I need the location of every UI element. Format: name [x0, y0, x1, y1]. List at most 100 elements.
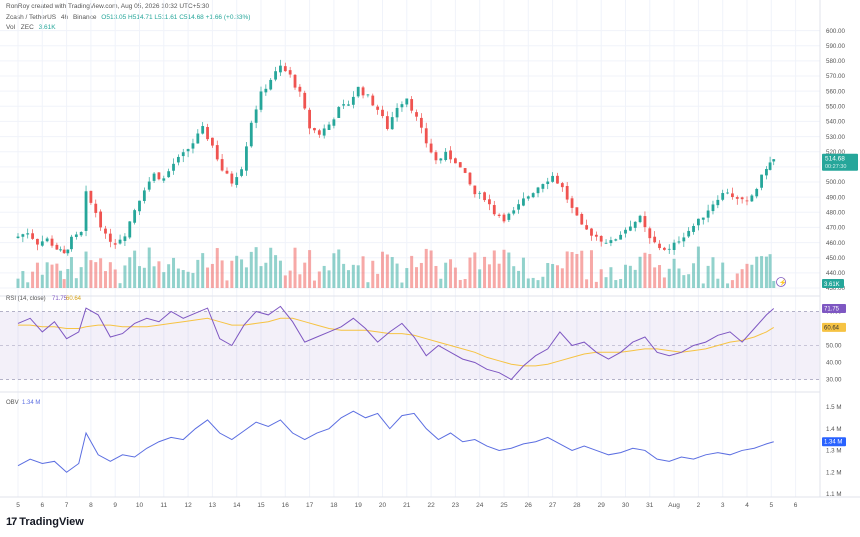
time-axis-label: 8 — [89, 502, 93, 509]
volume-bar — [711, 257, 715, 288]
volume-bar — [342, 263, 346, 288]
volume-bar — [410, 255, 414, 288]
time-axis[interactable]: 5 6 7 8 9 10 11 12 13 14 15 16 17 18 19 20 21 22 23 24 25 26 2… — [16, 502, 798, 509]
candle-body — [288, 70, 292, 75]
volume-bar — [507, 252, 511, 288]
volume-bars — [16, 246, 776, 288]
candle-body — [536, 187, 540, 194]
time-axis-label: 9 — [113, 502, 117, 509]
volume-bar — [167, 264, 171, 288]
candle-body — [415, 112, 418, 117]
volume-bar — [492, 250, 496, 288]
volume-bar — [517, 270, 521, 288]
candle-body — [94, 203, 98, 213]
candle-body — [419, 117, 423, 128]
candle-body — [672, 242, 676, 250]
tradingview-logo-icon: 17 — [6, 516, 17, 528]
volume-bar — [128, 257, 132, 288]
scroll-to-realtime-icon[interactable]: ⚡ — [776, 277, 787, 287]
volume-bar — [147, 247, 151, 288]
volume-bar — [74, 278, 78, 288]
volume-bar — [740, 269, 744, 288]
candle-body — [104, 228, 107, 234]
candle-body — [390, 117, 394, 130]
price-axis-label: 560.00 — [826, 88, 845, 95]
price-axis-label: 530.00 — [826, 134, 845, 141]
volume-bar — [376, 273, 380, 288]
candle-body — [454, 158, 457, 164]
candle-body — [512, 210, 516, 214]
candle-body — [351, 96, 355, 105]
volume-bar — [585, 279, 589, 288]
obv-line — [17, 410, 774, 473]
volume-bar — [283, 275, 287, 288]
time-axis-label: 17 — [306, 502, 314, 509]
volume-bar — [308, 250, 312, 288]
volume-bar — [429, 250, 433, 288]
symbol-legend[interactable]: Zcash / TetherUS 4h Binance O513.05 H514… — [6, 14, 253, 21]
price-axis-label: 520.00 — [826, 149, 845, 156]
volume-bar — [701, 283, 705, 288]
candle-body — [400, 104, 404, 108]
last-price-tag[interactable]: 514.68 00:27:30 — [822, 153, 858, 171]
obv-axis[interactable]: 1.5 M 1.4 M 1.3 M 1.2 M 1.1 M — [826, 404, 841, 498]
candle-body — [546, 181, 550, 185]
rsi-line — [17, 305, 775, 381]
time-axis-label: 3 — [721, 502, 725, 509]
volume-bar — [162, 272, 166, 288]
volume-bar — [624, 264, 627, 288]
tradingview-logo[interactable]: 17 TradingView — [6, 516, 84, 528]
price-axis-label: 440.00 — [826, 270, 845, 277]
candle-body — [517, 204, 520, 210]
volume-bar — [351, 264, 355, 288]
time-axis-label: 31 — [646, 502, 654, 509]
candle-body — [308, 109, 311, 129]
svg-text:71.75: 71.75 — [824, 307, 840, 313]
symbol-name[interactable]: Zcash / TetherUS — [6, 14, 57, 21]
time-axis-label: 11 — [160, 502, 167, 509]
price-axis-label: 540.00 — [826, 119, 845, 126]
candle-body — [585, 225, 589, 230]
candle-body — [697, 218, 700, 226]
volume-bar — [560, 268, 564, 288]
volume-bar — [152, 266, 156, 288]
candle-body — [215, 145, 219, 160]
time-axis-label: 19 — [355, 502, 363, 509]
time-axis-label: 22 — [427, 502, 435, 509]
candle-body — [628, 226, 632, 231]
price-axis-label: 590.00 — [826, 43, 845, 50]
created-by-text: RonRoy created with TradingView.com, Aug… — [6, 3, 210, 10]
candle-body — [70, 236, 73, 250]
volume-bar — [628, 265, 632, 288]
candle-body — [721, 193, 725, 200]
ohlc-values: O513.05 H514.71 L511.61 C514.68 +1.66 (+… — [101, 14, 251, 21]
rsi-ma-tag: 60.64 — [822, 322, 846, 332]
volume-bar — [682, 275, 686, 288]
candle-body — [196, 133, 200, 144]
candle-body — [157, 172, 161, 180]
candles[interactable] — [16, 59, 776, 256]
volume-bar — [706, 265, 710, 288]
candle-body — [269, 79, 273, 90]
volume-bar — [381, 251, 384, 288]
candle-body — [706, 210, 710, 218]
time-axis-label: 18 — [330, 502, 338, 509]
candle-body — [731, 193, 734, 198]
volume-bar — [186, 271, 190, 288]
volume-bar — [215, 248, 219, 288]
volume-bar — [458, 279, 462, 288]
volume-bar — [424, 248, 428, 288]
candle-body — [366, 94, 370, 96]
time-axis-label: 27 — [549, 502, 557, 509]
rsi-legend-value: 71.75 — [52, 296, 68, 302]
volume-bar — [337, 249, 341, 288]
volume-bar — [176, 268, 180, 288]
interval-label[interactable]: 4h — [60, 14, 69, 21]
volume-bar — [750, 264, 754, 288]
volume-bar — [541, 276, 545, 288]
price-axis-label: 500.00 — [826, 179, 845, 186]
rsi-axis-label: 30.00 — [826, 377, 842, 384]
volume-legend[interactable]: Vol · ZEC 3.61K — [6, 24, 59, 31]
